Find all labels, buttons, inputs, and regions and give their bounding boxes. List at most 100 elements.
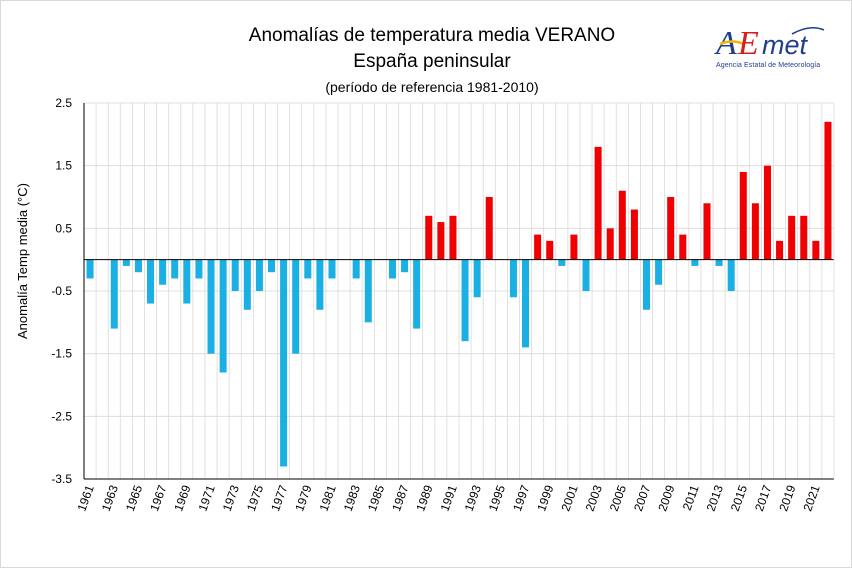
bar-1966 (147, 259, 155, 304)
bar-1983 (352, 259, 360, 279)
bar-2018 (776, 240, 784, 260)
bar-1990 (437, 222, 445, 260)
x-tick-label: 1963 (99, 483, 121, 513)
bar-1963 (110, 259, 118, 329)
x-tick-label: 1999 (534, 483, 556, 513)
chart-region: España peninsular (353, 51, 511, 72)
bar-1974 (243, 259, 251, 310)
x-tick-label: 2015 (728, 483, 750, 513)
y-tick-label: 2.5 (55, 96, 72, 110)
bar-2001 (570, 234, 578, 260)
aemet-logo-mark: A E met (714, 25, 825, 62)
x-tick-label: 2019 (776, 483, 798, 513)
bar-1961 (86, 259, 94, 279)
bar-1987 (401, 259, 409, 273)
x-tick-label: 1975 (244, 483, 266, 513)
x-tick-label: 1967 (147, 483, 169, 513)
x-tick-label: 2009 (655, 483, 677, 513)
bar-2008 (655, 259, 663, 285)
bar-1976 (267, 259, 276, 273)
svg-text:met: met (762, 30, 809, 60)
bar-1989 (425, 215, 433, 260)
x-tick-label: 2005 (607, 483, 629, 513)
bar-1994 (485, 197, 493, 260)
bar-1988 (413, 259, 421, 329)
bar-2017 (763, 165, 771, 260)
axes (83, 103, 835, 480)
bar-1978 (292, 259, 300, 354)
x-tick-label: 1989 (413, 483, 435, 513)
bar-1992 (461, 259, 469, 342)
x-tick-label: 2001 (558, 483, 580, 513)
y-tick-label: -0.5 (51, 284, 72, 298)
bar-2004 (606, 228, 614, 260)
bar-2006 (630, 209, 638, 260)
chart-title-block: Anomalías de temperatura media VERANO Es… (0, 22, 852, 99)
x-tick-label: 1995 (486, 483, 508, 513)
x-tick-label: 1965 (123, 483, 145, 513)
chart-reference-period: (período de referencia 1981-2010) (325, 79, 539, 95)
bar-1980 (316, 259, 324, 310)
bar-2002 (582, 259, 590, 291)
bar-1997 (522, 259, 530, 348)
x-tick-label: 1991 (438, 483, 460, 513)
y-tick-label: -1.5 (51, 347, 72, 361)
y-tick-label: 1.5 (55, 159, 72, 173)
bar-2000 (558, 259, 566, 266)
x-tick-label: 2021 (800, 483, 822, 513)
bar-1971 (207, 259, 215, 354)
bar-1993 (473, 259, 481, 298)
bar-1999 (546, 240, 554, 260)
bar-1965 (134, 259, 142, 273)
y-tick-label: -2.5 (51, 409, 72, 423)
y-tick-label: -3.5 (51, 472, 72, 486)
x-tick-label: 1985 (365, 483, 387, 513)
aemet-logo-subtitle: Agencia Estatal de Meteorología (716, 62, 821, 69)
bar-1975 (255, 259, 263, 291)
bar-2016 (751, 203, 759, 260)
bar-1969 (183, 259, 191, 304)
x-tick-label: 1973 (220, 483, 242, 513)
bar-1996 (509, 259, 517, 298)
bar-2019 (788, 215, 796, 260)
bar-1984 (364, 259, 372, 323)
x-tick-label: 1969 (171, 483, 193, 513)
bar-1972 (219, 259, 227, 373)
aemet-logo: A E met Agencia Estatal de Meteorología (712, 22, 832, 74)
bar-1977 (280, 259, 288, 467)
bar-1998 (534, 234, 542, 260)
bar-2009 (667, 197, 675, 260)
x-tick-label: 2007 (631, 483, 653, 513)
x-tick-label: 1981 (317, 483, 339, 513)
x-tick-label: 2017 (752, 483, 774, 513)
bar-2003 (594, 146, 602, 260)
x-tick-label: 1993 (462, 483, 484, 513)
bar-2011 (691, 259, 699, 266)
bar-1986 (388, 259, 396, 279)
bar-2007 (642, 259, 651, 310)
x-tick-label: 1961 (75, 483, 97, 513)
y-tick-label: 0.5 (55, 221, 72, 235)
bar-1964 (122, 259, 130, 266)
x-tick-label: 1997 (510, 483, 532, 513)
bar-2010 (679, 234, 687, 260)
x-tick-label: 1987 (389, 483, 411, 513)
x-tick-label: 1983 (341, 483, 363, 513)
bar-2015 (739, 171, 747, 260)
bar-1970 (195, 259, 203, 279)
x-tick-label: 2011 (680, 483, 702, 512)
y-axis-label: Anomalía Temp media (°C) (15, 183, 30, 339)
bar-2020 (800, 215, 808, 260)
bar-1979 (304, 259, 312, 279)
x-tick-label: 2013 (704, 483, 726, 513)
x-tick-label: 1971 (196, 483, 218, 513)
y-axis-ticks: 2.5 1.5 0.5 -0.5 -1.5 -2.5 -3.5 (51, 96, 72, 486)
bar-1991 (449, 215, 457, 260)
bar-2021 (812, 240, 820, 260)
bar-2005 (618, 190, 626, 260)
bar-2012 (703, 203, 711, 260)
grid-lines (84, 102, 834, 480)
chart-title: Anomalías de temperatura media VERANO (248, 25, 616, 46)
x-tick-label: 2003 (583, 483, 605, 513)
